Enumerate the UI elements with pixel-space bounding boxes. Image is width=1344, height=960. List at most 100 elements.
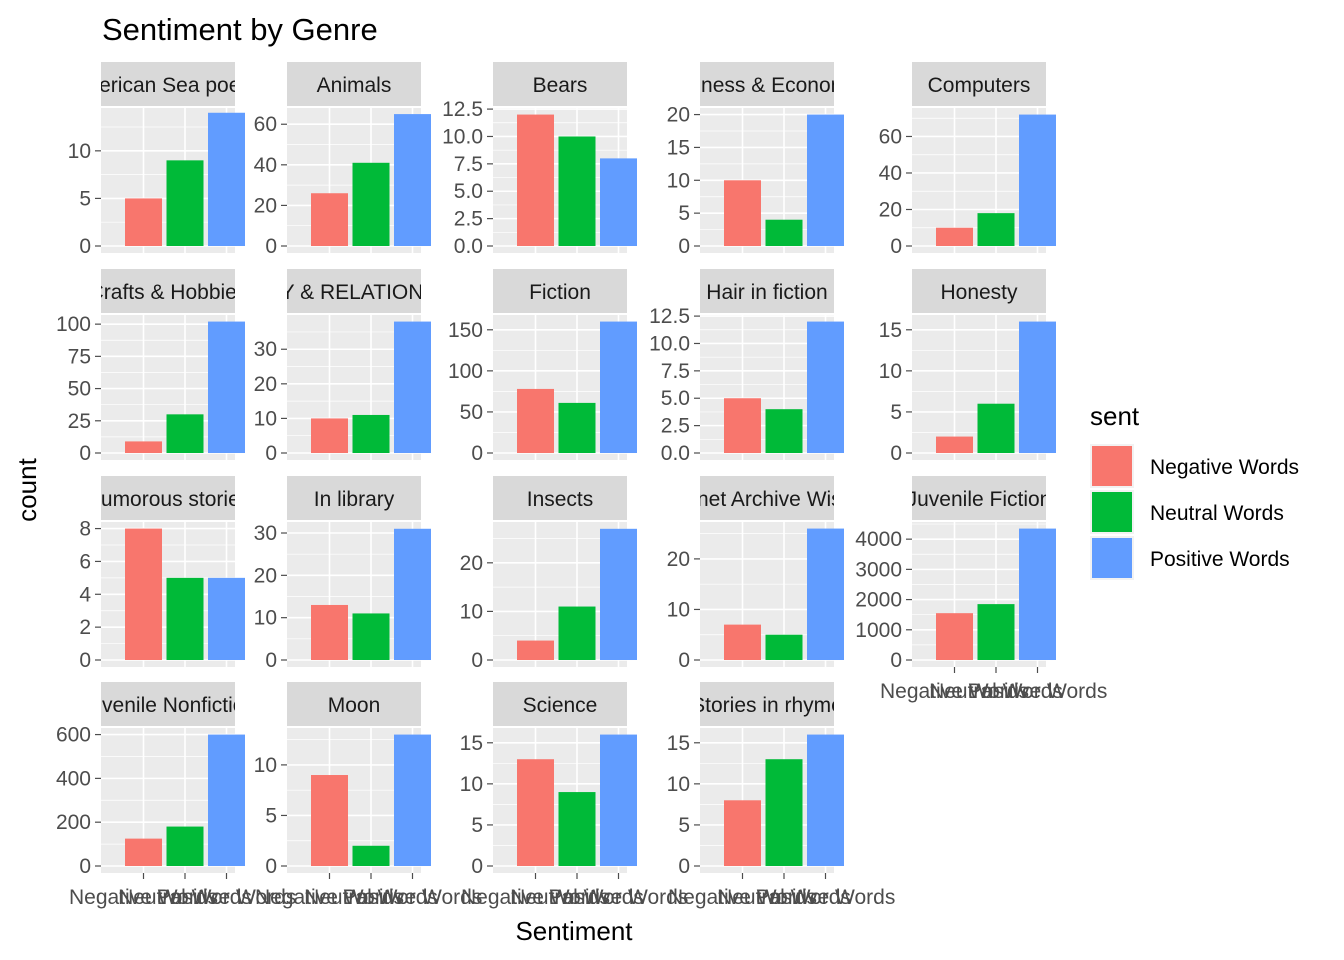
facet-strip-label: In library (314, 488, 395, 511)
y-tick-label: 2.5 (661, 415, 690, 438)
facet-strip-label: Computers (928, 74, 1031, 97)
y-tick-label: 150 (448, 319, 483, 342)
y-tick-label: 1000 (855, 619, 902, 642)
x-tick-label: Neutral Words (118, 886, 252, 909)
y-tick-label: 5 (678, 814, 690, 837)
facet-strip-label: Moon (328, 694, 381, 717)
facet-panel: In library 0 10 20 30 (254, 476, 431, 672)
x-tick-label: Positive Words (756, 886, 896, 909)
y-tick-label: 4 (79, 583, 91, 606)
y-tick-label: 2 (79, 616, 91, 639)
facet-panel: Computers 0 20 40 60 (879, 62, 1056, 258)
bar (1019, 321, 1056, 453)
bar (977, 403, 1015, 453)
y-tick-label: 0 (79, 442, 91, 465)
y-tick-label: 5.0 (454, 180, 483, 203)
bar (394, 734, 431, 866)
x-tick-label: Positive Words (157, 886, 297, 909)
bar (311, 193, 348, 246)
facet-strip (287, 476, 421, 520)
y-tick-label: 7.5 (661, 360, 690, 383)
legend-swatch (1092, 446, 1132, 486)
legend: sent Negative Words Neutral Words Positive… (1090, 401, 1299, 580)
facet-panel: Bears 0.0 2.5 5.0 7.5 10.0 12.5 (442, 62, 637, 258)
bar (208, 734, 245, 866)
y-tick-label: 40 (254, 154, 277, 177)
facet-panel: Business & Economics 0 5 10 15 20 (667, 62, 844, 258)
bar (807, 114, 844, 246)
bar (558, 792, 596, 866)
y-tick-label: 20 (460, 552, 483, 575)
facet-strip (700, 62, 834, 106)
bar (724, 624, 761, 660)
x-tick-label: Positive Words (549, 886, 689, 909)
y-tick-label: 6 (79, 550, 91, 573)
y-tick-label: 0 (79, 649, 91, 672)
y-tick-label: 40 (879, 162, 902, 185)
facet-strip-label: Animals (317, 74, 392, 97)
bar (311, 604, 348, 660)
y-tick-label: 10 (460, 600, 483, 623)
y-tick-label: 12.5 (649, 305, 690, 328)
y-tick-label: 15 (667, 136, 690, 159)
legend-entry: Positive Words (1150, 548, 1290, 571)
y-tick-label: 20 (667, 548, 690, 571)
bar (125, 838, 162, 866)
y-tick-label: 10 (667, 598, 690, 621)
bar (807, 321, 844, 453)
facet-panel: Insects 0 10 20 (460, 476, 637, 672)
facet-strip-label: American Sea poems (68, 74, 269, 97)
y-tick-label: 100 (56, 313, 91, 336)
bar (208, 112, 245, 246)
y-tick-label: 5 (890, 401, 902, 424)
facet-strip (101, 269, 235, 313)
y-tick-label: 10 (68, 140, 91, 163)
facet-strip (912, 269, 1046, 313)
bar (394, 114, 431, 247)
bar (558, 136, 596, 246)
y-tick-label: 0 (471, 649, 483, 672)
y-tick-label: 0 (471, 855, 483, 878)
bar (166, 826, 204, 866)
facet-strip (101, 682, 235, 726)
y-tick-label: 10.0 (442, 125, 483, 148)
bar (600, 734, 637, 866)
y-tick-label: 2000 (855, 589, 902, 612)
y-tick-label: 0.0 (661, 442, 690, 465)
y-tick-label: 0 (265, 855, 277, 878)
facet-strip (101, 62, 235, 106)
bar (125, 528, 162, 660)
y-tick-label: 5 (471, 814, 483, 837)
facet-strip-label: Honesty (940, 281, 1018, 304)
y-tick-label: 20 (254, 194, 277, 217)
bar (807, 734, 844, 866)
legend-swatch (1092, 538, 1132, 578)
y-tick-label: 200 (56, 811, 91, 834)
bar (600, 321, 637, 453)
facet-strip-label: Stories in rhyme (691, 694, 843, 717)
y-tick-label: 0 (678, 649, 690, 672)
bar (352, 162, 390, 246)
y-tick-label: 50 (68, 378, 91, 401)
facet-panel: Stories in rhyme 0 5 10 15 Negative WordsNeut… (667, 682, 896, 909)
y-tick-label: 7.5 (454, 153, 483, 176)
bar (166, 577, 204, 660)
facet-panel: American Sea poems 0 5 10 (68, 62, 269, 258)
x-tick-label: Neutral Words (304, 886, 438, 909)
bar (765, 409, 803, 453)
y-tick-label: 5 (265, 804, 277, 827)
bar (208, 577, 245, 660)
y-tick-label: 60 (254, 113, 277, 136)
y-tick-label: 20 (254, 373, 277, 396)
legend-swatch (1092, 492, 1132, 532)
bar (600, 158, 637, 246)
facet-strip-label: Bears (533, 74, 588, 97)
facet-strip (493, 682, 627, 726)
x-tick-label: Positive Words (968, 680, 1108, 703)
bar (311, 775, 348, 866)
bar (600, 528, 637, 660)
bar (125, 198, 162, 246)
